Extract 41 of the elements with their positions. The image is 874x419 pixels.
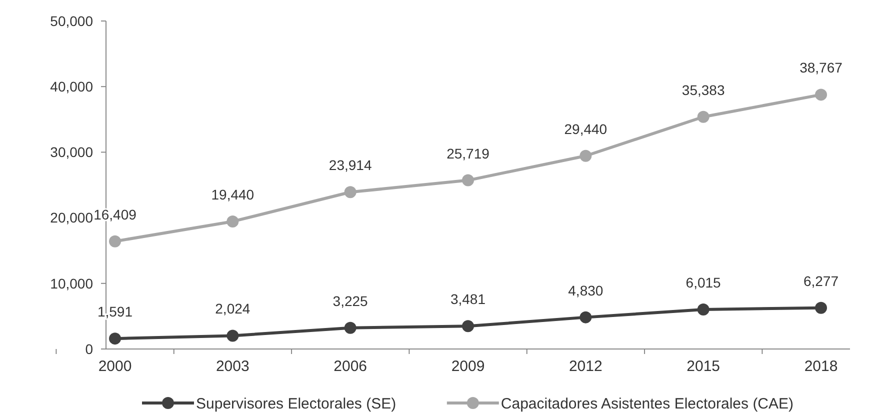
data-label: 2,024 — [215, 300, 250, 317]
data-label: 25,719 — [446, 145, 490, 162]
x-tick-label: 2009 — [451, 358, 485, 375]
point — [697, 304, 710, 316]
point — [462, 174, 474, 186]
y-tick-label: 30,000 — [50, 144, 94, 160]
point — [815, 302, 827, 314]
x-tick-label: 2003 — [216, 358, 250, 375]
y-tick-label: 0 — [85, 340, 94, 357]
y-tick-label: 50,000 — [50, 12, 94, 29]
data-label: 3,225 — [332, 292, 368, 309]
data-label: 4,830 — [568, 282, 604, 298]
point — [109, 332, 121, 345]
point — [109, 235, 121, 248]
point — [580, 150, 592, 162]
point — [580, 311, 592, 324]
point — [344, 186, 356, 198]
x-tick-label: 2015 — [686, 358, 720, 375]
data-label: 38,767 — [800, 60, 843, 76]
point — [344, 322, 356, 334]
x-tick-label: 2012 — [568, 358, 602, 375]
point — [226, 330, 239, 342]
legend-label: Supervisores Electorales (SE) — [196, 395, 396, 412]
y-tick-label: 40,000 — [50, 78, 94, 94]
data-label: 35,383 — [682, 82, 725, 98]
x-tick-label: 2006 — [334, 358, 368, 375]
legend-label: Capacitadores Asistentes Electorales (CAE) — [500, 395, 794, 412]
point — [697, 110, 710, 123]
point — [815, 88, 827, 101]
data-label: 19,440 — [211, 186, 254, 202]
point — [226, 215, 239, 228]
data-label: 3,481 — [450, 291, 486, 308]
data-label: 6,277 — [803, 272, 839, 289]
y-tick-label: 10,000 — [50, 275, 94, 292]
data-label: 29,440 — [564, 120, 608, 137]
y-tick-label: 20,000 — [50, 210, 94, 226]
point — [462, 320, 474, 332]
data-label: 6,015 — [686, 274, 722, 291]
x-tick-label: 2018 — [804, 358, 838, 375]
x-tick-label: 2000 — [98, 358, 132, 375]
data-label: 23,914 — [328, 157, 372, 174]
